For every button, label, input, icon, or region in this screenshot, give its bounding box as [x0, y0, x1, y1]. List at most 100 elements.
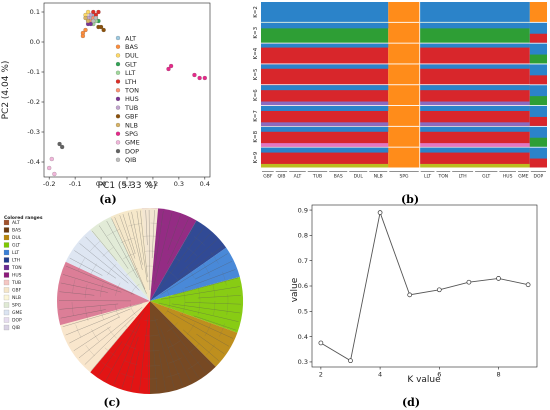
structure-row-segment	[261, 43, 389, 64]
pca-ytick-label: -0.3	[27, 128, 40, 136]
tree-legend-swatch	[3, 294, 10, 301]
tree-branch	[154, 316, 175, 389]
k-value-point	[407, 292, 413, 298]
tree-branch	[111, 218, 147, 294]
pca-point-spg	[202, 75, 207, 81]
structure-row-bottom-band	[261, 143, 389, 147]
tree-legend-label: ALT	[12, 220, 20, 226]
tree-branch	[151, 210, 155, 259]
tree-legend-title: Colored ranges	[4, 215, 43, 221]
structure-dop-band	[529, 158, 547, 168]
tree-legend-label: HUS	[12, 273, 22, 279]
k-ytick-label: 0.4	[298, 333, 308, 341]
pca-point-lth	[91, 9, 96, 15]
structure-row-top-band	[419, 22, 530, 29]
structure-row-segment	[419, 64, 530, 85]
pca-legend-label: GLT	[125, 60, 137, 68]
pca-legend-label: DUL	[125, 52, 139, 60]
tree-branch	[193, 315, 237, 331]
tree-branch	[160, 286, 240, 300]
structure-group-label: GBF	[263, 173, 273, 179]
tree-legend-label: NLB	[12, 295, 21, 301]
pca-legend-label: SPG	[125, 130, 138, 138]
tree-colored-range	[65, 229, 150, 301]
tree-legend-swatch	[3, 287, 10, 293]
pca-legend-marker	[115, 140, 121, 145]
pca-legend-marker	[115, 61, 121, 67]
tree-colored-range	[57, 261, 151, 326]
pca-legend-marker	[115, 122, 121, 128]
tree-branch	[130, 350, 140, 390]
pca-ytick-label: -0.1	[27, 68, 40, 76]
tree-branch	[153, 212, 173, 285]
pca-xtick-label: -0.1	[69, 180, 82, 188]
pca-xtick-label: 0.4	[200, 180, 210, 188]
structure-group-label: TON	[437, 173, 448, 179]
structure-k-label: K=6	[253, 89, 259, 101]
structure-group-label: DUL	[354, 173, 364, 179]
structure-group-label: HUS	[503, 173, 513, 179]
pca-point-spg	[192, 72, 197, 78]
structure-row-segment	[261, 2, 389, 22]
pca-point-qib	[91, 18, 96, 24]
structure-row-top-band	[261, 43, 389, 48]
structure-group-label: GME	[518, 173, 528, 179]
pca-point-bas	[83, 27, 88, 33]
pca-legend-label: NLB	[125, 121, 138, 129]
panel-label-a: (a)	[99, 193, 117, 206]
structure-row-top-band	[261, 85, 389, 91]
panel-label-c: (c)	[103, 396, 120, 409]
tree-branch	[98, 341, 123, 377]
structure-panel: K=2 K=3 K=4 K=5 K=6 K=7 K=8 K=9 GBF QIB ALT TUB BAS…	[253, 2, 547, 179]
tree-legend-swatch	[3, 279, 10, 286]
structure-row-top-band	[261, 64, 389, 69]
pca-point-spg	[166, 66, 171, 72]
pca-point-dop	[57, 141, 62, 147]
pca-ytick-label: -0.2	[27, 98, 40, 106]
tree-colored-range	[150, 301, 216, 394]
structure-row-segment	[388, 106, 420, 126]
structure-group-label: BAS	[334, 173, 343, 179]
tree-branch	[164, 222, 197, 278]
tree-branch	[160, 315, 206, 373]
tree-legend-label: BAS	[12, 228, 21, 234]
k-xtick-label: 6	[437, 371, 441, 379]
pca-point-gme	[52, 171, 57, 177]
structure-dop-band	[529, 54, 547, 64]
structure-group-label: DOP	[534, 173, 544, 179]
tree-branch	[197, 295, 241, 299]
tree-legend-swatch	[3, 227, 10, 233]
pca-legend-marker	[115, 35, 121, 41]
k-xtick-label: 2	[319, 371, 323, 379]
tree-legend-swatch	[3, 317, 10, 323]
pca-xtick-label: -0.2	[43, 180, 56, 188]
tree-branch	[74, 250, 116, 279]
tree-arc	[99, 250, 201, 352]
structure-row-top-band	[261, 22, 389, 29]
tree-branch	[184, 233, 211, 263]
structure-group-label: QIB	[277, 173, 285, 179]
pca-legend-label: GBF	[125, 113, 138, 121]
pca-legend-marker	[115, 131, 121, 136]
structure-row-segment	[419, 2, 530, 22]
tree-branch	[106, 220, 138, 279]
pca-legend-marker	[115, 53, 121, 58]
tree-branch	[91, 328, 127, 371]
tree-branch	[113, 323, 141, 385]
tree-branch	[60, 309, 106, 319]
structure-k-label: K=3	[253, 26, 259, 38]
pca-legend-label: TON	[124, 87, 139, 95]
k-xtick-label: 8	[496, 371, 500, 379]
pca-legend-label: BAS	[125, 43, 138, 51]
pca-legend-label: GME	[125, 139, 140, 147]
tree-legend-label: TUB	[11, 280, 21, 286]
structure-row-top-band	[261, 106, 389, 111]
k-ytick-label: 0.3	[298, 358, 308, 366]
tree-legend-label: TON	[11, 265, 22, 271]
pca-legend-label: TUB	[124, 104, 138, 112]
structure-row-top-band	[419, 85, 530, 91]
tree-branch	[122, 214, 136, 254]
tree-legend-label: DOP	[12, 318, 22, 324]
pca-legend-marker	[115, 96, 121, 102]
